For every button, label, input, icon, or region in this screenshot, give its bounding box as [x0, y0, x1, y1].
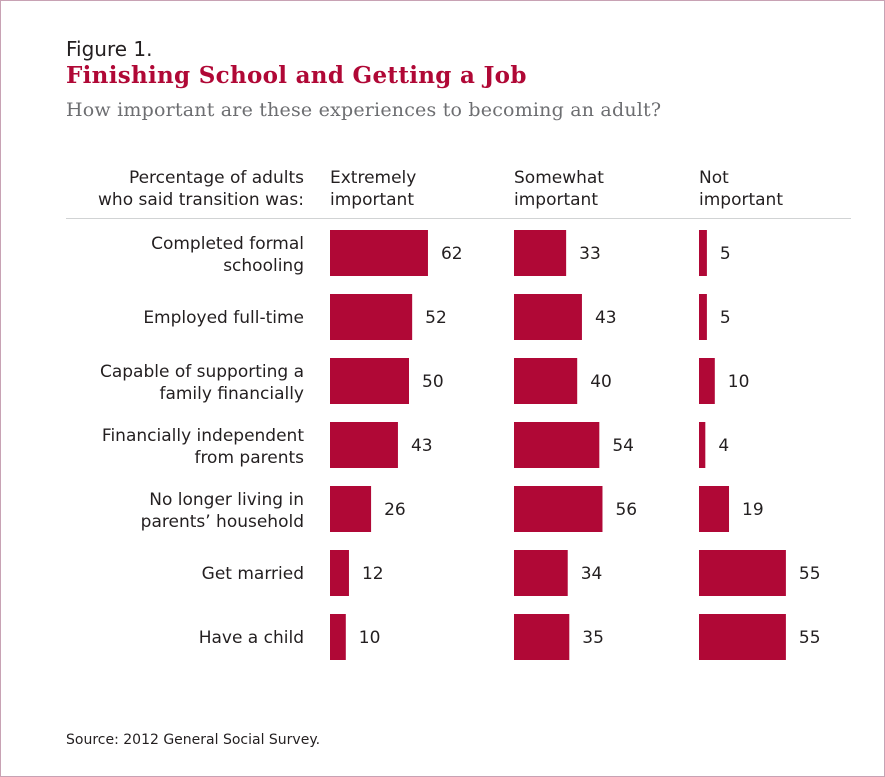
- bar: [330, 422, 398, 468]
- data-label: 55: [799, 564, 821, 584]
- bar: [514, 294, 582, 340]
- data-label: 12: [362, 564, 384, 584]
- data-label: 34: [581, 564, 603, 584]
- bar: [514, 358, 578, 404]
- column-header-2: Somewhat important: [514, 168, 604, 210]
- figure-title: Finishing School and Getting a Job: [66, 62, 527, 89]
- bar: [699, 358, 715, 404]
- bar: [330, 358, 409, 404]
- category-label: Get married: [202, 564, 304, 584]
- source-note: Source: 2012 General Social Survey.: [66, 732, 321, 748]
- data-label: 54: [612, 436, 634, 456]
- data-label: 5: [720, 244, 731, 264]
- column-header-3: Not important: [699, 168, 783, 210]
- category-label: Financially independent from parents: [102, 426, 304, 468]
- data-label: 43: [411, 436, 433, 456]
- category-label: Employed full-time: [143, 308, 304, 328]
- bar: [514, 614, 570, 660]
- bar: [330, 230, 428, 276]
- bar: [514, 230, 567, 276]
- bar: [514, 422, 600, 468]
- bar: [330, 486, 372, 532]
- data-label: 55: [799, 628, 821, 648]
- figure-label: Figure 1.: [66, 37, 153, 61]
- data-label: 50: [422, 372, 444, 392]
- data-label: 10: [359, 628, 381, 648]
- bar: [330, 614, 346, 660]
- category-label: No longer living in parents’ household: [141, 490, 304, 532]
- data-label: 33: [579, 244, 601, 264]
- data-label: 35: [582, 628, 604, 648]
- data-label: 43: [595, 308, 617, 328]
- bar: [330, 550, 349, 596]
- bar: [699, 422, 706, 468]
- bar: [699, 486, 730, 532]
- data-label: 26: [384, 500, 406, 520]
- category-label: Have a child: [199, 628, 304, 648]
- bar: [699, 550, 786, 596]
- category-label: Capable of supporting a family financiall…: [100, 362, 304, 404]
- bar: [699, 294, 707, 340]
- data-label: 10: [728, 372, 750, 392]
- bar: [699, 230, 707, 276]
- data-label: 4: [718, 436, 729, 456]
- bar: [514, 486, 603, 532]
- bar: [699, 614, 786, 660]
- figure-subtitle: How important are these experiences to b…: [66, 99, 662, 121]
- data-label: 40: [590, 372, 612, 392]
- data-label: 52: [425, 308, 447, 328]
- bar: [330, 294, 413, 340]
- bar: [514, 550, 568, 596]
- data-label: 56: [615, 500, 637, 520]
- category-label: Completed formal schooling: [151, 234, 304, 276]
- data-label: 62: [441, 244, 463, 264]
- row-header-label: Percentage of adults who said transition …: [98, 168, 304, 210]
- data-label: 19: [742, 500, 764, 520]
- column-header-1: Extremely important: [330, 168, 416, 210]
- data-label: 5: [720, 308, 731, 328]
